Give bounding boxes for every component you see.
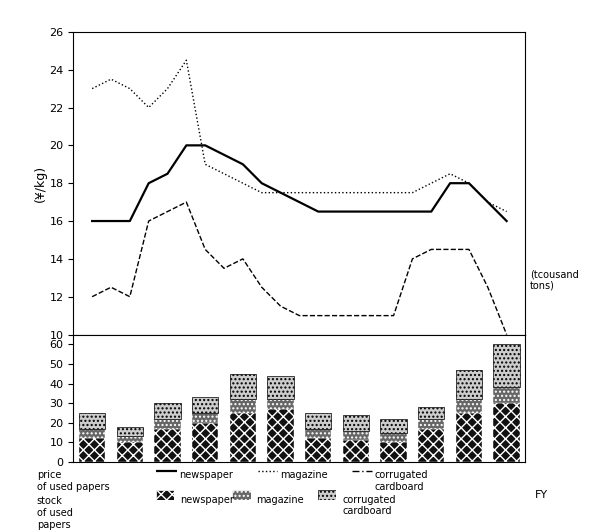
- Bar: [381, 433, 407, 442]
- Text: magazine: magazine: [280, 470, 327, 480]
- Bar: [456, 413, 482, 462]
- Bar: [155, 429, 181, 462]
- Y-axis label: (¥/kg): (¥/kg): [34, 165, 46, 202]
- Bar: [79, 439, 105, 462]
- Bar: [230, 413, 256, 462]
- Bar: [494, 388, 520, 403]
- Bar: [343, 415, 369, 431]
- Bar: [79, 413, 105, 429]
- Bar: [268, 376, 294, 399]
- Bar: [343, 431, 369, 440]
- Text: corrugated
cardboard: corrugated cardboard: [342, 495, 396, 517]
- Bar: [456, 399, 482, 413]
- Bar: [343, 440, 369, 462]
- Bar: [456, 370, 482, 399]
- Text: newspaper: newspaper: [179, 470, 233, 480]
- Bar: [418, 429, 444, 462]
- Bar: [418, 407, 444, 419]
- Text: FY: FY: [535, 490, 547, 500]
- Bar: [155, 419, 181, 429]
- Bar: [192, 423, 218, 462]
- Text: newspaper: newspaper: [180, 495, 234, 505]
- Bar: [305, 413, 331, 429]
- Bar: [381, 419, 407, 433]
- Text: (tcousand
tons): (tcousand tons): [530, 269, 579, 291]
- Bar: [305, 429, 331, 439]
- Bar: [192, 397, 218, 413]
- Bar: [381, 442, 407, 462]
- Bar: [418, 419, 444, 429]
- Bar: [305, 439, 331, 462]
- Text: stock
of used
papers: stock of used papers: [37, 496, 73, 530]
- Bar: [230, 374, 256, 399]
- Bar: [268, 399, 294, 409]
- Bar: [494, 344, 520, 388]
- Bar: [79, 429, 105, 439]
- Bar: [192, 413, 218, 423]
- Bar: [494, 403, 520, 462]
- Text: corrugated
cardboard: corrugated cardboard: [375, 470, 428, 492]
- Bar: [155, 403, 181, 419]
- Bar: [230, 399, 256, 413]
- Text: magazine: magazine: [257, 495, 304, 505]
- Bar: [117, 427, 143, 436]
- Text: price
of used papers: price of used papers: [37, 470, 109, 492]
- Bar: [268, 409, 294, 462]
- Bar: [117, 442, 143, 462]
- Bar: [117, 436, 143, 442]
